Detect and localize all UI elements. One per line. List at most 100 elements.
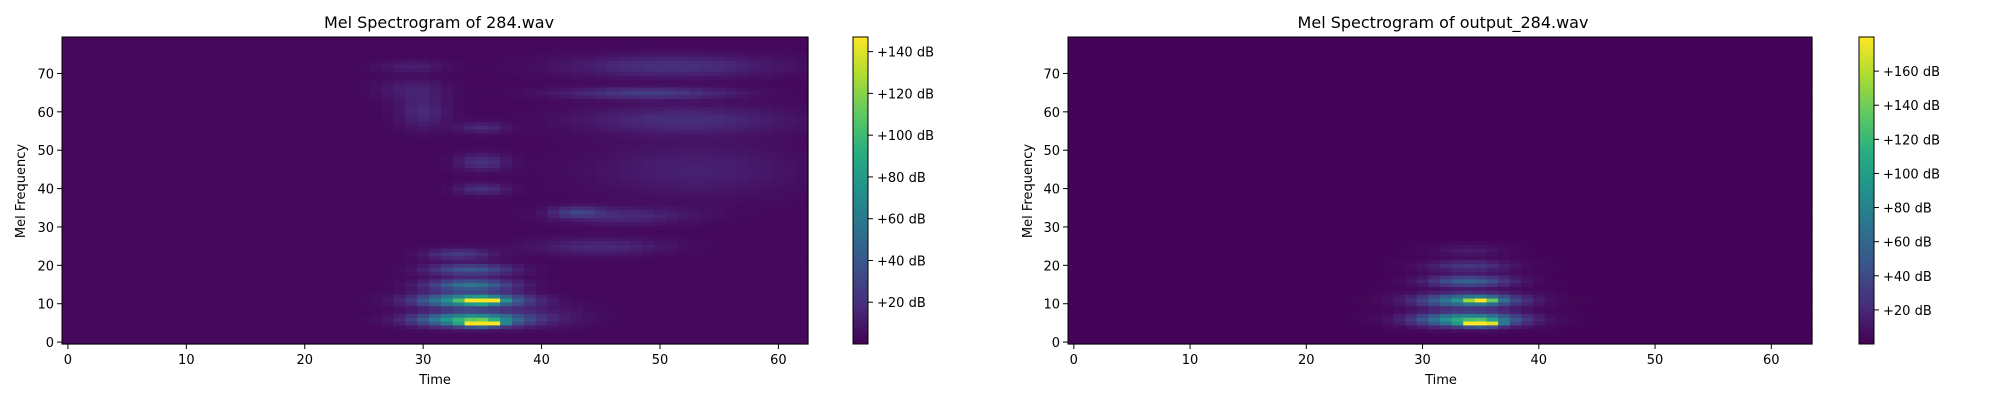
heatmap-cell (144, 83, 158, 88)
heatmap-cell (784, 332, 797, 337)
heatmap-cell (713, 113, 726, 119)
heatmap-cell (701, 198, 714, 203)
heatmap-cell (192, 313, 205, 318)
heatmap-cell (204, 286, 217, 291)
heatmap-cell (263, 44, 276, 50)
heatmap-cell (511, 83, 525, 88)
heatmap-cell (73, 63, 87, 69)
heatmap-cell (156, 328, 170, 334)
heatmap-cell (594, 60, 608, 65)
heatmap-cell (594, 117, 608, 123)
heatmap-cell (559, 297, 572, 303)
heatmap-cell (760, 294, 774, 299)
heatmap-cell (476, 37, 489, 42)
heatmap-cell (334, 79, 347, 84)
heatmap-cell (381, 90, 395, 96)
heatmap-cell (559, 121, 572, 126)
heatmap-cell (452, 175, 466, 180)
heatmap-cell (488, 294, 501, 299)
heatmap-cell (358, 290, 371, 295)
heatmap-cell (62, 44, 75, 50)
heatmap-cell (121, 198, 134, 203)
heatmap-cell (144, 309, 158, 314)
heatmap-cell (440, 140, 454, 146)
heatmap-cell (594, 171, 608, 176)
heatmap-cell (689, 225, 703, 230)
heatmap-cell (156, 282, 170, 288)
heatmap-cell (464, 152, 478, 157)
heatmap-cell (168, 317, 182, 322)
heatmap-cell (796, 294, 809, 299)
heatmap-cell (630, 52, 643, 57)
heatmap-cell (275, 320, 288, 326)
heatmap-cell (440, 60, 454, 65)
heatmap-cell (381, 86, 395, 92)
heatmap-cell (97, 317, 110, 322)
heatmap-cell (263, 152, 276, 157)
heatmap-cell (346, 317, 359, 322)
heatmap-cell (677, 290, 691, 295)
heatmap-cell (630, 175, 643, 180)
heatmap-cell (286, 301, 300, 307)
heatmap-cell (725, 198, 738, 203)
heatmap-cell (440, 202, 454, 207)
heatmap-cell (109, 317, 122, 322)
heatmap-cell (121, 171, 134, 176)
heatmap-cell (133, 90, 146, 96)
heatmap-cell (310, 48, 324, 53)
heatmap-cell (109, 113, 122, 119)
heatmap-cell (393, 248, 406, 253)
heatmap-cell (772, 317, 785, 322)
heatmap-cell (429, 140, 442, 146)
heatmap-cell (606, 186, 620, 192)
heatmap-cell (227, 63, 241, 69)
heatmap-cell (381, 148, 395, 153)
heatmap-cell (760, 125, 774, 130)
heatmap-cell (725, 251, 738, 257)
heatmap-cell (346, 202, 359, 207)
heatmap-cell (121, 328, 134, 334)
heatmap-cell (618, 86, 631, 92)
heatmap-cell (227, 271, 241, 276)
heatmap-cell (192, 152, 205, 157)
heatmap-cell (630, 305, 643, 311)
heatmap-cell (393, 340, 406, 345)
heatmap-cell (464, 328, 478, 334)
heatmap-cell (310, 263, 324, 268)
heatmap-cell (476, 171, 489, 176)
heatmap-cell (736, 198, 750, 203)
heatmap-cell (440, 297, 454, 303)
heatmap-cell (334, 255, 347, 261)
heatmap-cell (346, 267, 359, 272)
heatmap-cell (156, 286, 170, 291)
heatmap-cell (369, 248, 383, 253)
heatmap-cell (192, 225, 205, 230)
heatmap-cell (263, 79, 276, 84)
heatmap-cell (251, 205, 264, 211)
heatmap-cell (725, 263, 738, 268)
heatmap-cell (429, 328, 442, 334)
heatmap-cell (369, 297, 383, 303)
heatmap-cell (642, 113, 655, 119)
heatmap-cell (310, 317, 324, 322)
heatmap-cell (227, 75, 241, 80)
heatmap-cell (583, 202, 596, 207)
heatmap-cell (547, 278, 560, 284)
heatmap-cell (440, 240, 454, 245)
heatmap-cell (286, 140, 300, 146)
heatmap-cell (263, 278, 276, 284)
heatmap-cell (606, 202, 620, 207)
heatmap-cell (73, 144, 87, 149)
heatmap-cell (239, 259, 253, 265)
heatmap-cell (523, 152, 537, 157)
heatmap-cell (571, 340, 584, 345)
heatmap-cell (358, 317, 371, 322)
heatmap-cell (393, 190, 406, 195)
heatmap-cell (62, 40, 75, 46)
heatmap-cell (784, 71, 797, 76)
heatmap-cell (452, 79, 466, 84)
heatmap-cell (227, 102, 241, 107)
heatmap-cell (618, 259, 631, 265)
heatmap-cell (417, 167, 430, 172)
heatmap-cell (559, 332, 572, 337)
